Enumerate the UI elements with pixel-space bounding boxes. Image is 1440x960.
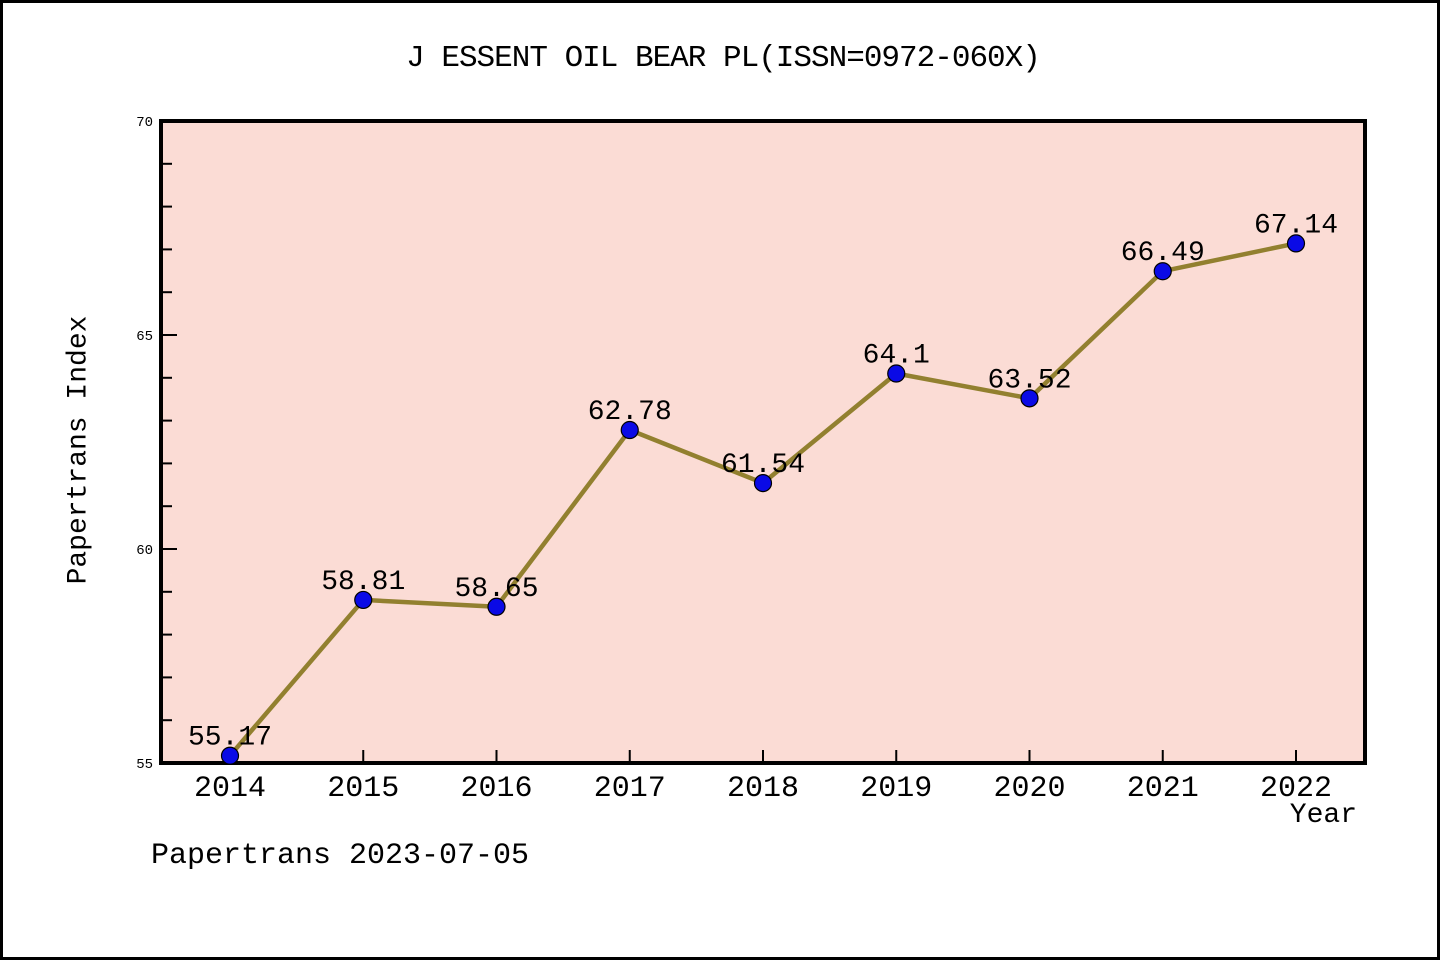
data-point-label: 58.65 <box>454 574 538 605</box>
x-tick-label: 2021 <box>1127 772 1199 806</box>
data-point-marker <box>1153 262 1172 281</box>
data-point-label: 64.1 <box>863 341 930 372</box>
data-point-marker <box>220 746 240 765</box>
y-tick-label: 70 <box>136 115 153 131</box>
x-tick-label: 2017 <box>594 772 666 806</box>
data-point-label: 66.49 <box>1121 238 1205 269</box>
data-point-label: 55.17 <box>188 723 272 754</box>
data-point-marker <box>753 473 773 493</box>
watermark-text: Papertrans 2023-07-05 <box>151 839 530 873</box>
x-tick-label: 2019 <box>860 772 932 806</box>
data-point-label: 61.54 <box>721 450 805 481</box>
data-point-marker <box>1286 234 1306 253</box>
chart-title: J ESSENT OIL BEAR PL(ISSN=0972-060X) <box>406 41 1041 76</box>
y-axis-label: Papertrans Index <box>63 315 95 585</box>
data-point-label: 63.52 <box>987 365 1071 396</box>
x-tick-label: 2022 <box>1260 772 1332 806</box>
x-tick-label: 2020 <box>993 772 1065 806</box>
data-point-marker <box>354 590 373 610</box>
plot-area <box>161 121 1365 763</box>
data-point-marker <box>887 364 906 383</box>
x-axis-label: Year <box>1289 800 1357 831</box>
data-point-marker <box>487 597 506 616</box>
y-tick-label: 65 <box>136 329 153 345</box>
x-tick-label: 2018 <box>727 772 799 806</box>
data-point-label: 67.14 <box>1254 210 1338 241</box>
line-chart-plot: 55 60 65 70 2014 2015 2016 2017 2018 2019 2020 2021… <box>136 115 1367 806</box>
x-tick-label: 2014 <box>194 772 266 806</box>
y-tick-label: 60 <box>136 543 153 559</box>
y-tick-label: 55 <box>136 757 153 773</box>
x-tick-label: 2016 <box>460 772 532 806</box>
data-point-label: 58.81 <box>321 567 405 598</box>
x-tick-label: 2015 <box>327 772 399 806</box>
data-point-marker <box>1020 389 1039 408</box>
data-point-label: 62.78 <box>588 397 672 428</box>
data-point-marker <box>620 420 639 440</box>
axes-border <box>159 119 1367 765</box>
